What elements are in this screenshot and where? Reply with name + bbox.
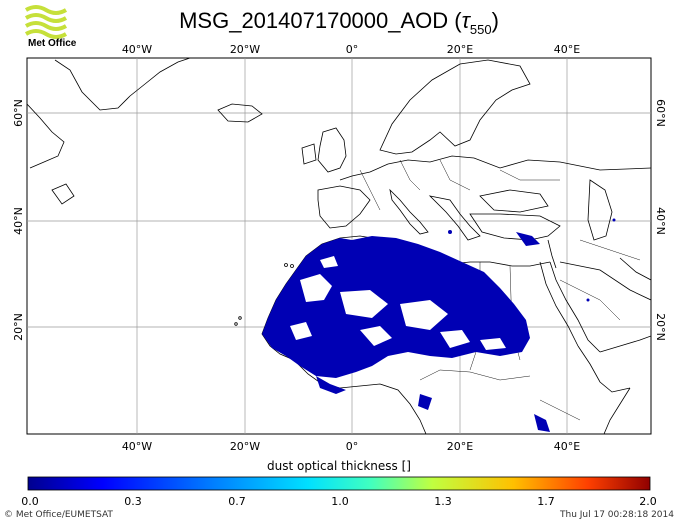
bottom-lon-label: 40°E: [554, 440, 580, 453]
plume-gaps: [290, 256, 506, 350]
colorbar-tick: 0.7: [228, 495, 246, 508]
colorbar-tick: 0.0: [21, 495, 39, 508]
right-lat-label: 40°N: [654, 207, 667, 235]
right-lat-label: 20°N: [654, 313, 667, 341]
colorbar-tick: 2.0: [639, 495, 657, 508]
colorbar-tick: 1.0: [331, 495, 349, 508]
credit-text: © Met Office/EUMETSAT: [4, 510, 113, 520]
colorbar-tick: 0.3: [124, 495, 142, 508]
timestamp-text: Thu Jul 17 00:28:18 2014: [560, 510, 674, 520]
left-lat-label: 20°N: [12, 313, 25, 341]
logo-text: Met Office: [28, 38, 77, 49]
bottom-lon-label: 40°W: [122, 440, 152, 453]
left-lat-label: 60°N: [12, 99, 25, 127]
left-lat-label: 40°N: [12, 207, 25, 235]
right-lat-label: 60°N: [654, 99, 667, 127]
page-title: MSG_201407170000_AOD (τ550): [0, 8, 678, 37]
bottom-lon-label: 20°E: [447, 440, 473, 453]
bottom-lon-label: 20°W: [230, 440, 260, 453]
colorbar-tick: 1.3: [434, 495, 452, 508]
colorbar-title: dust optical thickness []: [267, 459, 411, 473]
top-lon-label: 20°E: [447, 43, 473, 56]
colorbar-tick-labels: 0.0 0.3 0.7 1.0 1.3 1.7 2.0: [21, 495, 657, 508]
colorbar-tick: 1.7: [537, 495, 555, 508]
bottom-lon-label: 0°: [346, 440, 359, 453]
title-subscript: 550: [469, 22, 492, 37]
left-lat-labels: 60°N 40°N 20°N: [12, 99, 25, 341]
bottom-lon-labels: 40°W 20°W 0° 20°E 40°E: [122, 440, 580, 453]
top-lon-label: 40°E: [554, 43, 580, 56]
top-lon-label: 20°W: [230, 43, 260, 56]
top-lon-labels: 40°W 20°W 0° 20°E 40°E: [122, 43, 580, 56]
top-lon-label: 0°: [346, 43, 359, 56]
coastlines: [27, 58, 651, 434]
title-close: ): [491, 8, 499, 33]
met-office-logo-icon: [24, 5, 68, 39]
colorbar: [27, 476, 651, 491]
right-lat-labels: 60°N 40°N 20°N: [654, 99, 667, 341]
title-tau: τ: [461, 8, 470, 33]
title-main: MSG_201407170000_AOD (: [179, 8, 462, 33]
top-lon-label: 40°W: [122, 43, 152, 56]
